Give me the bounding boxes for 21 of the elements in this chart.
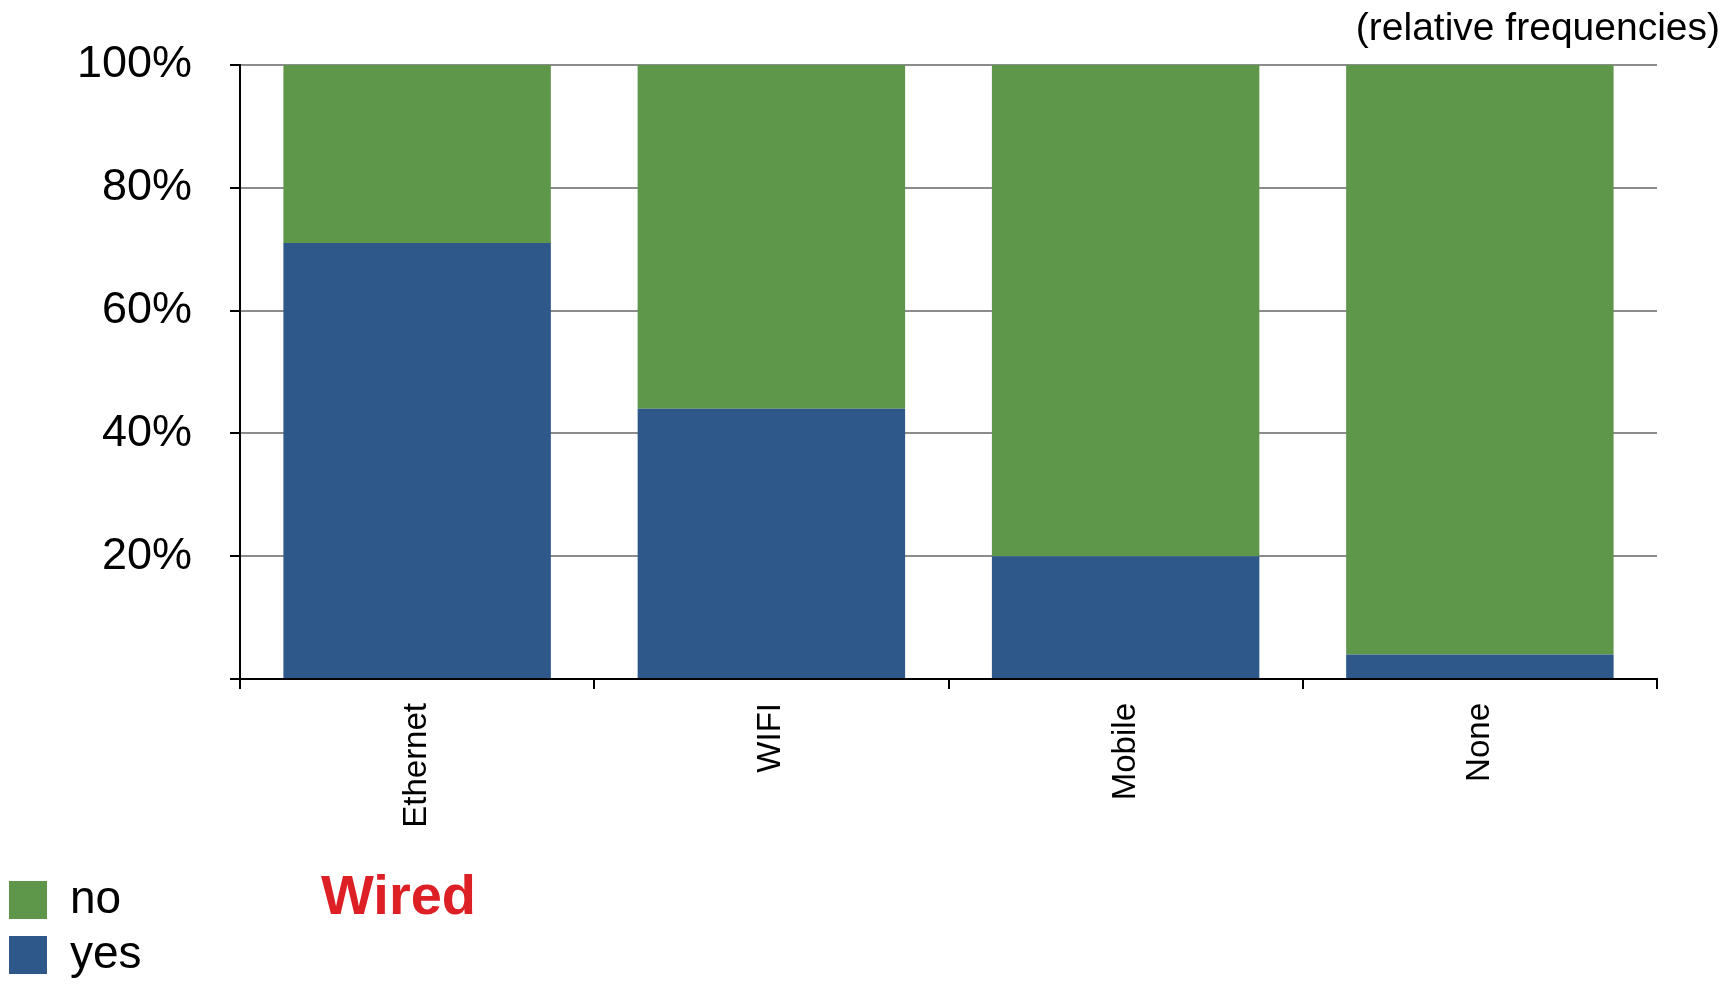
bar: [1346, 654, 1614, 678]
bar: [637, 408, 906, 678]
y-tick-label: 100%: [76, 36, 192, 88]
y-tick-label: 20%: [101, 527, 192, 579]
bar: [1346, 65, 1614, 655]
x-tick-label: WIFI: [750, 703, 788, 773]
bar: [991, 556, 1260, 678]
y-tick-label: 40%: [101, 404, 192, 456]
x-tick-label: Ethernet: [396, 703, 434, 828]
bar: [991, 65, 1260, 557]
bar: [283, 243, 551, 678]
chart-subtitle: (relative frequencies): [1355, 5, 1720, 48]
y-tick-label: 60%: [101, 282, 192, 334]
x-tick-label: Mobile: [1104, 703, 1142, 801]
text: Wired: [321, 863, 477, 926]
y-tick-label: 80%: [101, 159, 192, 211]
legend-label: no: [70, 870, 122, 923]
x-tick-label: None: [1458, 703, 1496, 782]
bar: [283, 65, 551, 244]
legend-label: yes: [70, 925, 142, 978]
bar: [637, 65, 906, 409]
